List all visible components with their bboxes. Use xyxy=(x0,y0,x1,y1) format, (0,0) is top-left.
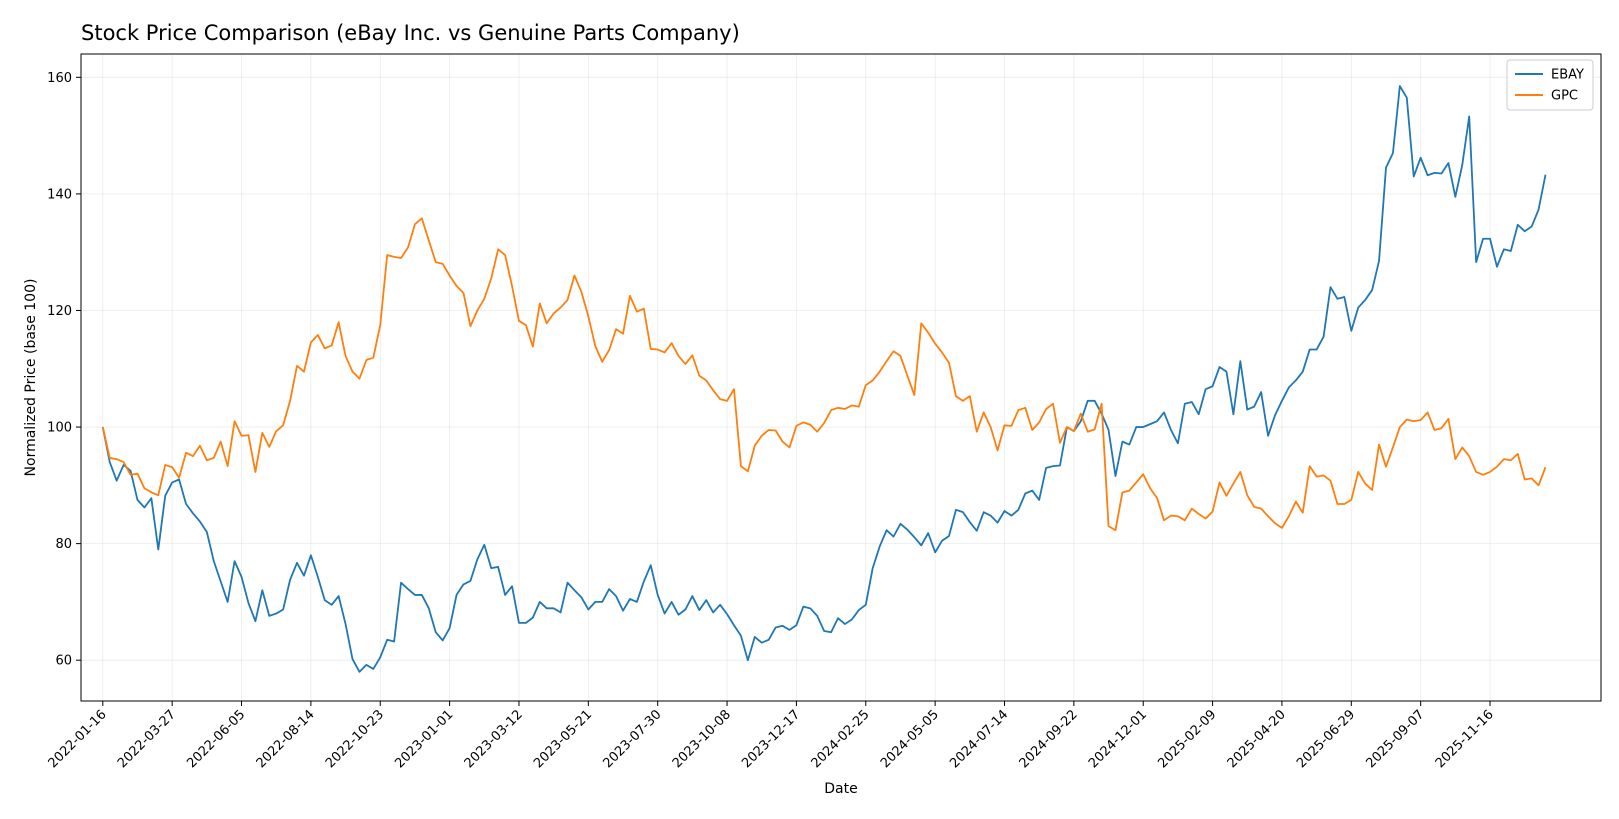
y-axis-label: Normalized Price (base 100) xyxy=(23,279,39,477)
plot-area-frame xyxy=(80,53,1602,702)
y-tick-label: 100 xyxy=(47,421,72,436)
y-tick-label: 160 xyxy=(47,71,72,86)
legend-label-gpc: GPC xyxy=(1551,89,1578,104)
legend-box xyxy=(1506,59,1594,111)
legend-label-ebay: EBAY xyxy=(1551,68,1584,83)
y-axis: 60 80 100 120 140 160 xyxy=(47,71,81,669)
y-tick-label: 120 xyxy=(47,304,72,319)
x-axis-label: Date xyxy=(824,781,857,797)
series-layer xyxy=(101,85,1547,673)
series-line-gpc xyxy=(101,217,1547,532)
grid-lines xyxy=(81,54,1601,701)
series-line-ebay xyxy=(101,85,1547,673)
legend: EBAY GPC xyxy=(1506,59,1594,111)
y-tick-label: 60 xyxy=(55,654,72,669)
chart-title: Stock Price Comparison (eBay Inc. vs Gen… xyxy=(81,21,740,45)
y-tick-label: 80 xyxy=(55,537,72,552)
y-tick-label: 140 xyxy=(47,187,72,202)
